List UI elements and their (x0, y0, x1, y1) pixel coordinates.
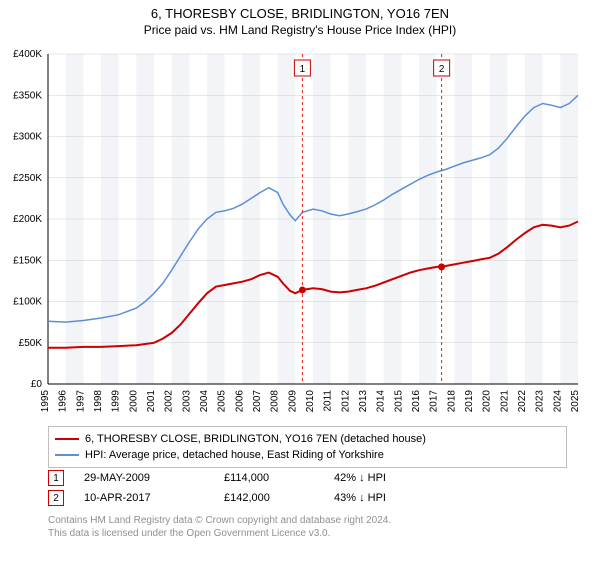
chart-area: 12£0£50K£100K£150K£200K£250K£300K£350K£4… (48, 54, 578, 414)
svg-text:2015: 2015 (393, 390, 404, 413)
transaction-price: £142,000 (224, 492, 334, 504)
svg-text:1: 1 (300, 64, 306, 75)
table-row: 2 10-APR-2017 £142,000 43% ↓ HPI (48, 488, 568, 508)
legend-item-hpi: HPI: Average price, detached house, East… (55, 447, 560, 463)
svg-text:2004: 2004 (199, 390, 210, 413)
page-subtitle: Price paid vs. HM Land Registry's House … (0, 23, 600, 37)
transaction-date: 10-APR-2017 (84, 492, 224, 504)
svg-text:1998: 1998 (93, 390, 104, 413)
footer-line: This data is licensed under the Open Gov… (48, 527, 568, 540)
legend-swatch (55, 438, 79, 440)
transactions-table: 1 29-MAY-2009 £114,000 42% ↓ HPI 2 10-AP… (48, 468, 568, 508)
svg-text:2011: 2011 (323, 390, 334, 412)
svg-text:£100K: £100K (13, 297, 42, 308)
svg-text:2025: 2025 (570, 390, 581, 413)
transaction-marker: 2 (48, 490, 64, 506)
svg-text:2009: 2009 (287, 390, 298, 413)
svg-text:1997: 1997 (75, 390, 86, 413)
svg-text:2002: 2002 (164, 390, 175, 413)
svg-text:2022: 2022 (517, 390, 528, 413)
chart-container: 6, THORESBY CLOSE, BRIDLINGTON, YO16 7EN… (0, 6, 600, 566)
transaction-delta: 42% ↓ HPI (334, 472, 454, 484)
page-title: 6, THORESBY CLOSE, BRIDLINGTON, YO16 7EN (0, 6, 600, 21)
svg-text:2005: 2005 (217, 390, 228, 413)
svg-text:2014: 2014 (376, 390, 387, 413)
svg-text:2023: 2023 (535, 390, 546, 413)
svg-text:2013: 2013 (358, 390, 369, 413)
table-row: 1 29-MAY-2009 £114,000 42% ↓ HPI (48, 468, 568, 488)
footer-attribution: Contains HM Land Registry data © Crown c… (48, 514, 568, 540)
svg-text:£250K: £250K (13, 173, 42, 184)
svg-text:£300K: £300K (13, 132, 42, 143)
svg-text:2003: 2003 (181, 390, 192, 413)
svg-text:£350K: £350K (13, 90, 42, 101)
svg-text:2: 2 (439, 64, 445, 75)
svg-text:2010: 2010 (305, 390, 316, 413)
svg-text:2008: 2008 (270, 390, 281, 413)
svg-text:£150K: £150K (13, 255, 42, 266)
legend-swatch (55, 454, 79, 456)
transaction-marker: 1 (48, 470, 64, 486)
svg-text:£0: £0 (31, 379, 43, 390)
svg-text:1999: 1999 (111, 390, 122, 413)
svg-text:2001: 2001 (146, 390, 157, 413)
svg-text:1996: 1996 (58, 390, 69, 413)
arrow-down-icon: ↓ (359, 472, 365, 484)
arrow-down-icon: ↓ (359, 492, 365, 504)
legend-label: 6, THORESBY CLOSE, BRIDLINGTON, YO16 7EN… (85, 433, 426, 445)
svg-text:£400K: £400K (13, 49, 42, 60)
svg-text:2019: 2019 (464, 390, 475, 413)
svg-text:2007: 2007 (252, 390, 263, 413)
svg-text:2006: 2006 (234, 390, 245, 413)
transaction-date: 29-MAY-2009 (84, 472, 224, 484)
legend-item-subject: 6, THORESBY CLOSE, BRIDLINGTON, YO16 7EN… (55, 431, 560, 447)
footer-line: Contains HM Land Registry data © Crown c… (48, 514, 568, 527)
legend: 6, THORESBY CLOSE, BRIDLINGTON, YO16 7EN… (48, 426, 567, 468)
svg-text:2017: 2017 (429, 390, 440, 413)
svg-text:2018: 2018 (446, 390, 457, 413)
svg-text:£50K: £50K (19, 338, 43, 349)
svg-text:2020: 2020 (482, 390, 493, 413)
svg-text:2021: 2021 (499, 390, 510, 413)
transaction-price: £114,000 (224, 472, 334, 484)
legend-label: HPI: Average price, detached house, East… (85, 449, 384, 461)
svg-text:2012: 2012 (340, 390, 351, 413)
line-chart: 12£0£50K£100K£150K£200K£250K£300K£350K£4… (48, 54, 578, 414)
svg-text:1995: 1995 (40, 390, 51, 413)
svg-text:2016: 2016 (411, 390, 422, 413)
svg-text:2024: 2024 (552, 390, 563, 413)
svg-text:2000: 2000 (128, 390, 139, 413)
svg-text:£200K: £200K (13, 214, 42, 225)
transaction-delta: 43% ↓ HPI (334, 492, 454, 504)
